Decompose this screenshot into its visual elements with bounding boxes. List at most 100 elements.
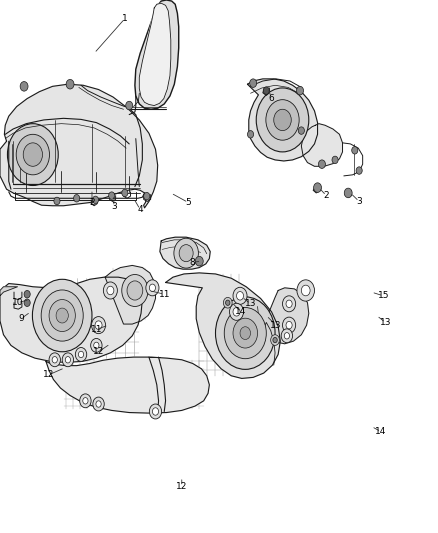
Circle shape (283, 317, 296, 333)
Text: 12: 12 (176, 482, 187, 491)
Text: 3: 3 (356, 197, 362, 206)
Text: 15: 15 (378, 292, 389, 300)
Circle shape (62, 353, 74, 367)
Circle shape (344, 188, 352, 198)
Circle shape (284, 333, 290, 339)
Circle shape (49, 353, 60, 367)
Circle shape (250, 79, 257, 87)
Text: 14: 14 (235, 308, 247, 316)
Circle shape (144, 192, 150, 200)
Circle shape (352, 147, 358, 154)
Circle shape (24, 290, 30, 298)
Circle shape (281, 329, 293, 343)
Text: 5: 5 (185, 198, 191, 207)
Text: 14: 14 (375, 427, 387, 436)
Circle shape (314, 183, 321, 192)
Text: 12: 12 (93, 348, 104, 356)
Text: 3: 3 (111, 203, 117, 211)
Circle shape (32, 279, 92, 352)
Circle shape (266, 100, 299, 140)
Polygon shape (139, 3, 171, 106)
Text: 2: 2 (324, 191, 329, 200)
Text: 2: 2 (89, 198, 95, 207)
Circle shape (96, 401, 101, 407)
Circle shape (16, 134, 49, 175)
Polygon shape (0, 277, 142, 362)
Text: 11: 11 (91, 325, 102, 334)
Circle shape (224, 308, 266, 359)
Circle shape (297, 280, 314, 301)
Polygon shape (135, 0, 179, 109)
Text: 13: 13 (270, 321, 282, 329)
Circle shape (263, 87, 269, 94)
Circle shape (274, 109, 291, 131)
Text: 4: 4 (138, 205, 143, 214)
Circle shape (127, 281, 143, 300)
Circle shape (107, 286, 114, 295)
Text: 8: 8 (190, 258, 196, 266)
Circle shape (65, 357, 71, 363)
Polygon shape (160, 237, 210, 269)
Circle shape (92, 317, 106, 334)
Circle shape (240, 327, 251, 340)
Polygon shape (46, 357, 209, 413)
Polygon shape (301, 124, 343, 166)
Circle shape (332, 156, 338, 164)
Circle shape (223, 297, 232, 308)
Circle shape (233, 318, 258, 348)
Circle shape (52, 357, 57, 363)
Circle shape (126, 101, 133, 110)
Circle shape (83, 398, 88, 404)
Circle shape (256, 88, 309, 152)
Circle shape (195, 256, 203, 266)
Circle shape (91, 338, 102, 352)
Circle shape (7, 124, 58, 185)
Circle shape (356, 167, 362, 174)
Text: 13: 13 (380, 318, 391, 327)
Circle shape (24, 299, 30, 306)
Circle shape (78, 351, 84, 358)
Circle shape (80, 394, 91, 408)
Circle shape (237, 292, 244, 300)
Text: 10: 10 (12, 298, 23, 307)
Circle shape (75, 348, 87, 361)
Circle shape (297, 86, 304, 95)
Polygon shape (247, 79, 318, 161)
Circle shape (179, 245, 193, 262)
Text: 12: 12 (43, 370, 55, 379)
Polygon shape (166, 273, 280, 378)
Text: 6: 6 (268, 94, 275, 103)
Polygon shape (0, 84, 158, 208)
Circle shape (92, 196, 99, 204)
Circle shape (271, 335, 279, 345)
Circle shape (149, 284, 155, 292)
Polygon shape (267, 288, 309, 344)
Circle shape (247, 131, 254, 138)
Text: 9: 9 (18, 314, 24, 323)
Circle shape (283, 296, 296, 312)
Circle shape (56, 308, 68, 323)
Circle shape (301, 285, 310, 296)
Circle shape (286, 300, 292, 308)
Circle shape (149, 404, 162, 419)
Text: 11: 11 (159, 290, 170, 298)
Circle shape (20, 82, 28, 91)
Circle shape (122, 189, 128, 197)
Circle shape (109, 192, 115, 199)
Circle shape (230, 303, 244, 320)
Circle shape (95, 321, 102, 329)
Circle shape (41, 290, 83, 341)
Circle shape (215, 297, 275, 369)
Circle shape (74, 195, 80, 202)
Circle shape (23, 143, 42, 166)
Circle shape (174, 238, 198, 268)
Circle shape (66, 79, 74, 89)
Circle shape (146, 280, 159, 296)
Circle shape (94, 342, 99, 349)
Circle shape (298, 127, 304, 134)
Circle shape (318, 160, 325, 168)
Circle shape (226, 300, 230, 305)
Circle shape (233, 308, 240, 316)
Circle shape (233, 287, 247, 304)
Circle shape (122, 274, 148, 306)
